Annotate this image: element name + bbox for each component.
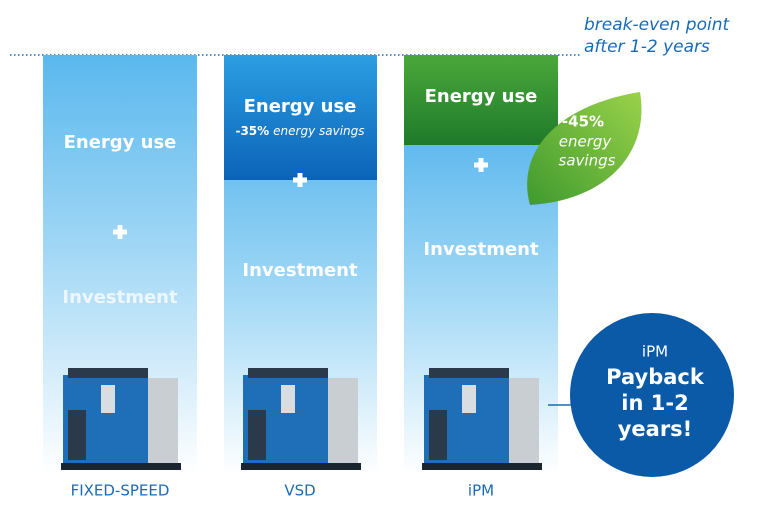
investment-label: Investment (62, 287, 178, 308)
machine-panel (248, 410, 266, 460)
energy-label: Energy use (425, 86, 538, 107)
machine-top (429, 368, 509, 378)
callout-line-text: years! (618, 417, 693, 441)
savings-text: energy savings (273, 124, 364, 138)
infographic: break-even point after 1-2 years Energy … (0, 0, 766, 511)
machine-panel (462, 385, 476, 413)
machine-side (148, 378, 178, 465)
machine-base (61, 463, 181, 470)
callout-title: iPM (642, 343, 668, 361)
investment-label: Investment (423, 239, 539, 260)
investment-label: Investment (242, 260, 358, 281)
machine-panel (101, 385, 115, 413)
savings-text: energy (559, 133, 613, 151)
machine-side (509, 378, 539, 465)
machines (61, 368, 542, 470)
machine-side (328, 378, 358, 465)
machine-base (241, 463, 361, 470)
machine-panel (429, 410, 447, 460)
savings-value: -35% (235, 124, 269, 138)
machine-panel (281, 385, 295, 413)
machine-top (248, 368, 328, 378)
note: after 1-2 years (584, 37, 710, 57)
column-label: VSD (284, 482, 315, 500)
machine-base (422, 463, 542, 470)
column-label: iPM (468, 482, 494, 500)
energy-block (224, 55, 377, 180)
callout-line-text: in 1-2 (621, 391, 688, 415)
note: break-even point (584, 15, 730, 35)
machine-top (68, 368, 148, 378)
machine-panel (68, 410, 86, 460)
savings-value: -45% (562, 113, 604, 131)
energy-label: Energy use (244, 96, 357, 117)
callout-line-text: Payback (606, 365, 705, 389)
savings-text: savings (559, 152, 616, 170)
savings: -35% energy savings (235, 124, 364, 138)
column-label: FIXED-SPEED (71, 482, 170, 500)
energy-label: Energy use (64, 132, 177, 153)
